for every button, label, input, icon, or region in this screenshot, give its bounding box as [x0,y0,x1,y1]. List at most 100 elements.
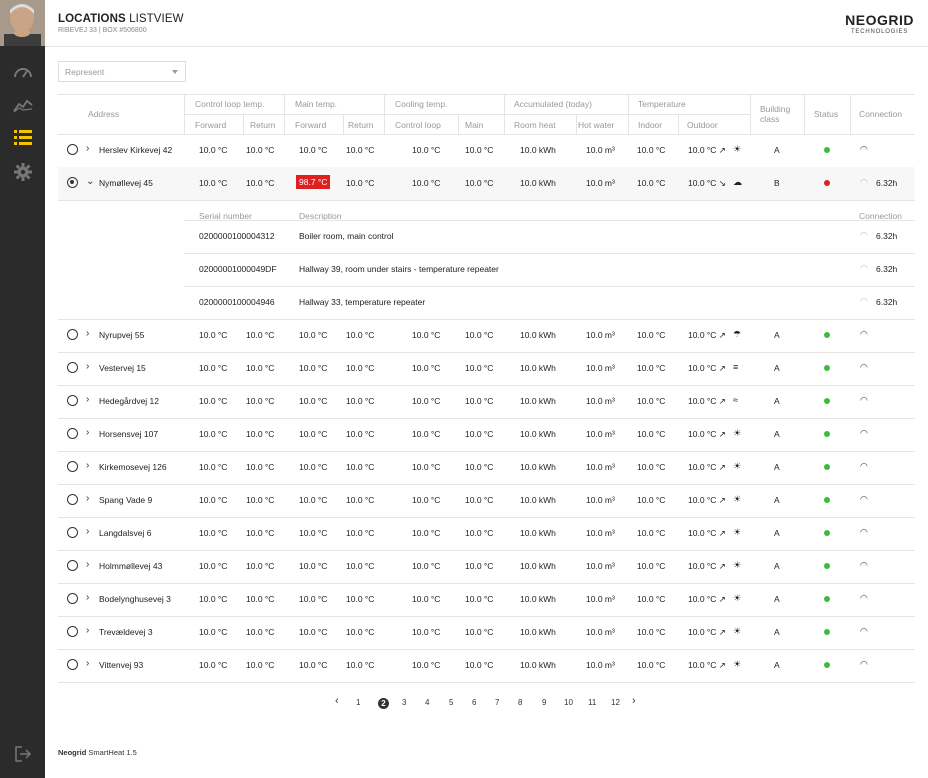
page-2-button[interactable]: 2 [378,698,389,709]
status-dot [824,180,830,186]
row-select-radio[interactable] [67,494,78,505]
value-cell: 10.0 °C [346,561,375,571]
list-icon[interactable] [11,126,34,149]
row-divider [58,616,915,617]
header-group-divider [184,114,750,115]
column-group-header: Main temp. [295,99,338,109]
column-subheader: Main [465,120,484,130]
next-page-button[interactable]: › [632,695,636,707]
address-cell[interactable]: Horsensvej 107 [99,429,159,439]
chevron-right-icon[interactable]: › [86,394,90,405]
page-4-button[interactable]: 4 [425,698,430,707]
page-10-button[interactable]: 10 [564,698,573,707]
page-9-button[interactable]: 9 [542,698,547,707]
address-cell[interactable]: Vittenvej 93 [99,660,144,670]
chevron-right-icon[interactable]: › [86,559,90,570]
row-select-radio[interactable] [67,177,78,188]
row-select-radio[interactable] [67,461,78,472]
logout-icon[interactable] [11,742,34,765]
chevron-right-icon[interactable]: › [86,625,90,636]
column-header-connection: Connection [859,109,903,119]
value-cell: 10.0 °C [199,594,228,604]
chevron-right-icon[interactable]: › [86,658,90,669]
value-cell: 10.0 °C [346,660,375,670]
page-5-button[interactable]: 5 [449,698,454,707]
speedometer-icon[interactable] [11,60,34,83]
value-cell: 10.0 °C [412,330,441,340]
wifi-icon: ◠ [860,362,868,372]
page-7-button[interactable]: 7 [495,698,500,707]
chevron-right-icon[interactable]: › [86,361,90,372]
row-select-radio[interactable] [67,428,78,439]
address-cell[interactable]: Hedegårdvej 12 [99,396,160,406]
row-divider [184,220,915,221]
value-cell: 10.0 °C [299,528,328,538]
address-cell[interactable]: Langdalsvej 6 [99,528,152,538]
row-select-radio[interactable] [67,362,78,373]
value-cell: 10.0 °C ↗ [688,429,726,439]
row-select-radio[interactable] [67,659,78,670]
neogrid-logo: NEOGRID TECHNOLOGIES [845,12,914,35]
status-dot [824,497,830,503]
chevron-down-icon[interactable]: ⌄ [86,176,95,187]
value-cell: 10.0 °C [465,396,494,406]
value-cell: 10.0 °C [637,178,666,188]
header-divider [45,46,928,47]
value-cell: 10.0 °C [246,528,275,538]
represent-select[interactable]: Represent [58,61,186,82]
row-select-radio[interactable] [67,527,78,538]
column-header-address: Address [88,109,120,119]
prev-page-button[interactable]: ‹ [335,695,339,707]
column-subheader: Outdoor [687,120,718,130]
page-11-button[interactable]: 11 [588,698,597,707]
address-cell[interactable]: Herslev Kirkevej 42 [99,145,173,155]
address-cell[interactable]: Vestervej 15 [99,363,146,373]
address-cell[interactable]: Spang Vade 9 [99,495,153,505]
value-cell: 10.0 °C [246,462,275,472]
gear-icon[interactable] [11,160,34,183]
row-select-radio[interactable] [67,626,78,637]
column-subheader: Indoor [638,120,663,130]
page-8-button[interactable]: 8 [518,698,523,707]
address-cell[interactable]: Nyrupvej 55 [99,330,145,340]
row-select-radio[interactable] [67,593,78,604]
address-cell[interactable]: Bodelynghusevej 3 [99,594,171,604]
chevron-right-icon[interactable]: › [86,526,90,537]
value-cell: 10.0 °C [299,145,328,155]
address-cell[interactable]: Nymøllevej 45 [99,178,153,188]
value-cell: 10.0 °C [246,429,275,439]
column-subheader: Forward [295,120,327,130]
row-select-radio[interactable] [67,329,78,340]
value-cell: 10.0 m³ [586,363,615,373]
page-6-button[interactable]: 6 [472,698,477,707]
row-select-radio[interactable] [67,395,78,406]
value-cell: 10.0 m³ [586,396,615,406]
building-class-cell: A [774,396,780,406]
page-12-button[interactable]: 12 [611,698,620,707]
chevron-down-icon [172,70,178,74]
chevron-right-icon[interactable]: › [86,460,90,471]
building-class-cell: A [774,528,780,538]
address-cell[interactable]: Kirkemosevej 126 [99,462,167,472]
avatar[interactable] [0,0,45,46]
value-cell: 10.0 °C [637,462,666,472]
address-cell[interactable]: Trevældevej 3 [99,627,153,637]
chevron-right-icon[interactable]: › [86,592,90,603]
value-cell: 10.0 °C [299,363,328,373]
row-select-radio[interactable] [67,560,78,571]
value-cell: 10.0 m³ [586,178,615,188]
weather-icon: ☀ [733,593,742,603]
page-1-button[interactable]: 1 [356,698,361,707]
chevron-right-icon[interactable]: › [86,143,90,154]
serial-cell: 02000001000049DF [199,264,277,274]
value-cell: 10.0 °C [299,660,328,670]
chevron-right-icon[interactable]: › [86,493,90,504]
chevron-right-icon[interactable]: › [86,427,90,438]
column-divider [850,94,851,134]
chevron-right-icon[interactable]: › [86,328,90,339]
page-3-button[interactable]: 3 [402,698,407,707]
chart-line-icon[interactable] [11,93,34,116]
detail-header-connection: Connection [859,211,903,221]
row-select-radio[interactable] [67,144,78,155]
address-cell[interactable]: Holmmøllevej 43 [99,561,163,571]
